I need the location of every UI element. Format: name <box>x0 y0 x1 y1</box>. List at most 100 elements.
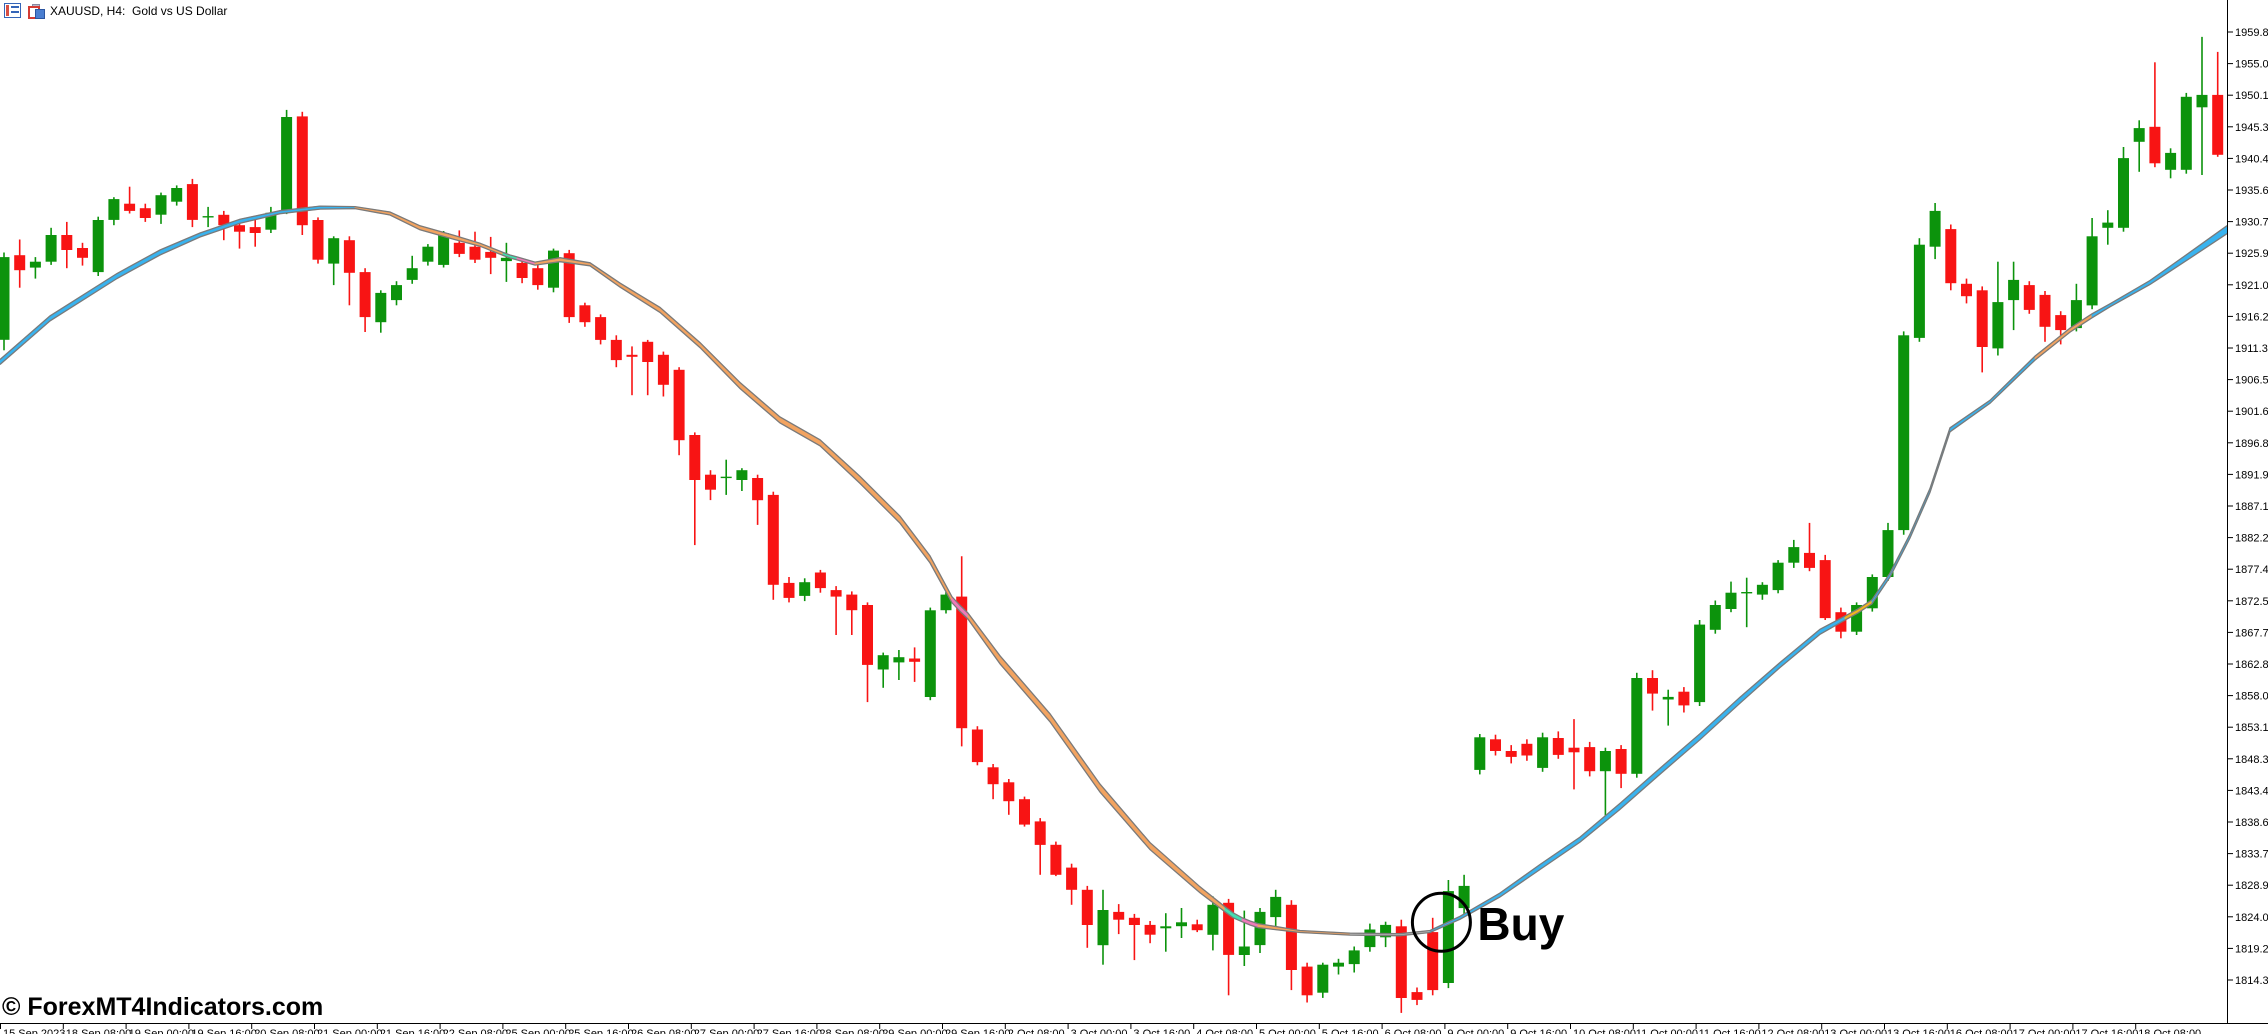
price-axis[interactable]: 1959.85 1955.00 1950.15 1945.30 1940.45 1935.… <box>2227 0 2268 1024</box>
bull-candle-body <box>2133 128 2145 142</box>
price-tick-label: 1853.15 <box>2235 722 2268 734</box>
ribbon-fill <box>739 381 781 424</box>
time-tick-label: 18 Sep 08:00 <box>66 1028 131 1034</box>
bear-candle-body <box>453 242 465 254</box>
bull-candle-body <box>924 610 936 697</box>
bull-candle-body <box>893 657 905 663</box>
time-tick-label: 4 Oct 08:00 <box>1196 1028 1253 1034</box>
bull-candle-body <box>171 188 183 202</box>
bull-candle-body <box>1882 530 1894 577</box>
bull-candle-body <box>1662 696 1674 700</box>
bear-candle-body <box>689 435 701 480</box>
bear-candle-body <box>1050 844 1062 875</box>
ribbon-fill <box>1149 841 1201 894</box>
bull-candle-body <box>406 268 418 280</box>
bear-candle-body <box>532 268 544 286</box>
bear-candle-body <box>139 208 151 218</box>
chart-title: XAUUSD, H4: Gold vs US Dollar <box>50 3 228 18</box>
time-tick-label: 21 Sep 00:00 <box>317 1028 382 1034</box>
bull-candle-body <box>45 235 57 262</box>
ribbon-fill <box>1699 696 1741 741</box>
bear-candle-body <box>2039 294 2051 327</box>
price-tick-label: 1955.00 <box>2235 59 2268 71</box>
price-tick-label: 1877.40 <box>2235 564 2268 576</box>
chart-titlebar: XAUUSD, H4: Gold vs US Dollar <box>4 3 228 19</box>
price-tick-label: 1887.10 <box>2235 501 2268 513</box>
ribbon-fill <box>779 416 821 447</box>
bear-candle-body <box>485 251 497 258</box>
time-tick-label: 18 Oct 08:00 <box>2138 1028 2201 1034</box>
bear-candle-body <box>1019 799 1030 825</box>
price-tick-label: 1930.75 <box>2235 217 2268 229</box>
time-tick-label: 22 Sep 08:00 <box>443 1028 508 1034</box>
bear-candle-body <box>2023 285 2035 310</box>
bull-candle-body <box>1364 929 1376 948</box>
ribbon-fill <box>116 249 161 280</box>
price-tick-label: 1814.35 <box>2235 975 2268 987</box>
time-tick-label: 16 Oct 08:00 <box>1950 1028 2013 1034</box>
bull-candle-body <box>2008 279 2020 301</box>
bear-candle-body <box>642 341 654 362</box>
bull-candle-body <box>1741 592 1753 594</box>
bear-candle-body <box>516 263 528 278</box>
bull-candle-body <box>500 257 512 262</box>
time-tick-label: 27 Sep 00:00 <box>694 1028 759 1034</box>
bull-candle-body <box>1317 964 1329 993</box>
bull-candle-body <box>29 261 41 268</box>
bull-candle-body <box>1725 592 1737 609</box>
bear-candle-body <box>1081 889 1093 925</box>
bear-candle-body <box>124 203 136 211</box>
bear-candle-body <box>2055 315 2067 331</box>
bear-candle-body <box>1285 904 1297 970</box>
time-tick-label: 28 Sep 08:00 <box>819 1028 884 1034</box>
bull-candle-body <box>1238 946 1250 955</box>
bear-candle-body <box>218 214 230 226</box>
price-tick-label: 1858.00 <box>2235 691 2268 703</box>
bear-candle-body <box>595 317 607 340</box>
price-tick-label: 1911.35 <box>2235 343 2268 355</box>
time-tick-label: 11 Oct 00:00 <box>1636 1028 1698 1034</box>
ribbon-fill <box>999 654 1051 723</box>
bull-candle-body <box>2118 158 2129 228</box>
bear-candle-body <box>705 474 716 490</box>
bull-candle-body <box>375 292 387 323</box>
bull-candle-body <box>422 246 434 262</box>
bull-candle-body <box>265 212 277 230</box>
price-tick-label: 1945.30 <box>2235 122 2268 134</box>
price-tick-label: 1843.45 <box>2235 785 2268 797</box>
ribbon-fill <box>819 438 861 485</box>
bear-candle-body <box>343 240 355 273</box>
time-tick-label: 17 Oct 00:00 <box>2013 1028 2076 1034</box>
bear-candle-body <box>1647 678 1658 694</box>
price-tick-label: 1882.25 <box>2235 533 2268 545</box>
bear-candle-body <box>1961 283 1972 297</box>
time-tick-label: 5 Oct 16:00 <box>1322 1028 1379 1034</box>
bull-candle-body <box>155 195 167 215</box>
chart-window-icon[interactable] <box>28 4 45 19</box>
ribbon-border-line <box>0 207 2228 937</box>
bull-candle-body <box>1458 885 1470 909</box>
time-tick-label: 13 Oct 00:00 <box>1824 1028 1887 1034</box>
price-tick-label: 1921.05 <box>2235 280 2268 292</box>
chart-list-icon[interactable] <box>4 3 21 18</box>
time-tick-label: 17 Oct 16:00 <box>2075 1028 2138 1034</box>
bear-candle-body <box>1819 560 1831 619</box>
price-tick-label: 1848.30 <box>2235 754 2268 766</box>
bear-candle-body <box>563 253 575 318</box>
bear-candle-body <box>610 339 622 361</box>
bear-candle-body <box>1301 966 1313 996</box>
bear-candle-body <box>626 354 638 357</box>
bear-candle-body <box>657 354 669 385</box>
bull-candle-body <box>1772 562 1784 591</box>
bear-candle-body <box>14 255 26 271</box>
bull-candle-body <box>877 655 889 670</box>
price-tick-label: 1896.80 <box>2235 438 2268 450</box>
time-tick-label: 25 Sep 16:00 <box>568 1028 633 1034</box>
bull-candle-body <box>1333 962 1344 967</box>
bull-candle-body <box>1176 922 1187 927</box>
ribbon-fill <box>1659 732 1701 776</box>
price-tick-label: 1872.55 <box>2235 596 2268 608</box>
price-tick-label: 1959.85 <box>2235 27 2268 39</box>
